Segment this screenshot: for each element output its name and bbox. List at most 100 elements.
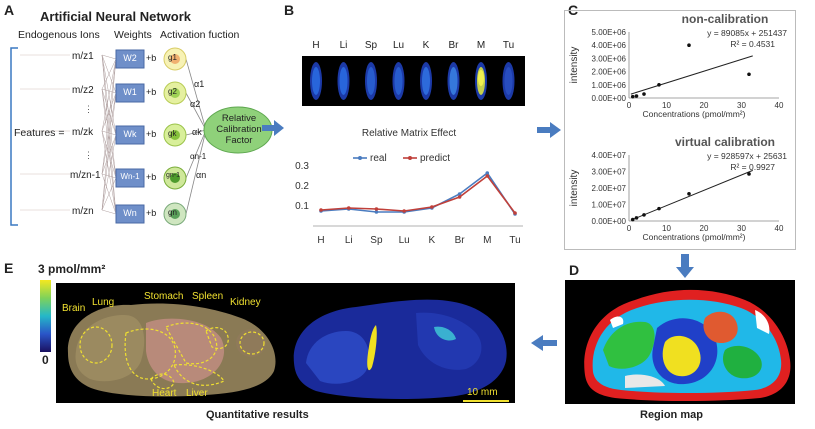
weight-label-5: Wn (123, 208, 137, 218)
weight-label-3: Wk (123, 129, 137, 139)
alpha-label-4: αn-1 (190, 152, 207, 161)
colorbar (40, 280, 51, 352)
msi-blob-core (504, 67, 513, 95)
connection-line (101, 209, 117, 215)
msi-blob-core (449, 67, 458, 95)
x-tick-label: 30 (737, 224, 746, 233)
scatter-point (747, 72, 751, 77)
trend-equation: y = 928597x + 25631 (707, 151, 787, 161)
y-tick-label: 3.00E+07 (592, 168, 627, 177)
connection-line (101, 58, 117, 90)
output-line (185, 129, 207, 136)
organ-label-heart: Heart (152, 388, 177, 399)
panel-a-letter: A (4, 2, 15, 18)
weight-box-5 (115, 204, 145, 224)
organ-label-kidney: Kidney (230, 297, 261, 308)
msi-tissue-images (310, 62, 515, 100)
weight-label-4: Wn-1 (120, 172, 140, 181)
x-tick-label: Li (345, 235, 353, 246)
x-tick-label: 10 (662, 101, 671, 110)
col-header-activation: Activation fuction (160, 29, 240, 41)
series-point (430, 205, 434, 209)
y-axis-label: intensity (569, 170, 580, 207)
x-tick-label: Sp (370, 235, 383, 246)
region-map-image (565, 280, 795, 404)
series-point (457, 195, 462, 199)
x-tick-label: 0 (627, 101, 632, 110)
input-label-4: m/zn-1 (70, 170, 101, 181)
panel-a-title: Artificial Neural Network (40, 9, 191, 24)
y-tick-label: 1.00E+07 (592, 201, 627, 210)
y-tick-label: 0.00E+00 (592, 217, 627, 226)
y-tick-label: 4.00E+06 (592, 41, 627, 50)
scatter-point (630, 217, 635, 222)
x-tick-label: H (317, 235, 324, 246)
organ-label-liver: Liver (186, 388, 208, 399)
msi-blob-core (394, 67, 403, 95)
x-tick-label: K (429, 235, 436, 246)
connection-line (101, 177, 117, 211)
tissue-label: H (312, 40, 320, 51)
connection-line (101, 58, 117, 175)
scatter-point (687, 191, 691, 196)
relative-matrix-effect-chart: Relative Matrix Effect 0.1 0.2 0.3 H Li Sp Lu K B… (295, 128, 523, 246)
activation-label-4: gn-1 (166, 172, 181, 179)
activation-label-2: g2 (168, 87, 177, 96)
alpha-label-5: αn (196, 170, 207, 180)
x-tick-label: Br (455, 235, 466, 246)
connection-line (101, 58, 117, 211)
output-line (185, 129, 207, 215)
alpha-label-2: α2 (190, 99, 201, 109)
activation-node-1 (163, 47, 187, 71)
weight-box-3 (115, 125, 145, 145)
scatter-point (634, 216, 639, 220)
panel-d-letter: D (569, 262, 580, 278)
scalebar-label: 10 mm (467, 387, 498, 398)
y-tick-label: 0.2 (295, 181, 309, 192)
activation-node-5 (163, 202, 187, 226)
alpha-label-3: αk (192, 127, 202, 137)
series-line-real (320, 171, 516, 215)
colorbar-min-label: 0 (42, 353, 49, 367)
r-squared: R² = 0.4531 (730, 39, 775, 49)
legend-marker (408, 156, 412, 160)
y-tick-label: 3.00E+06 (592, 54, 627, 63)
series-point (485, 171, 490, 175)
col-header-ions: Endogenous Ions (18, 29, 100, 41)
tissue-label: K (422, 40, 430, 51)
connection-line (101, 134, 117, 175)
output-line (185, 129, 207, 179)
connection-line (101, 92, 117, 132)
output-label: Relative Calibration Factor (216, 113, 262, 146)
panel-c-frame (564, 10, 796, 250)
tissue-label: M (476, 40, 486, 51)
bias-label-4: +b (146, 172, 157, 182)
y-tick-label: 0.3 (295, 161, 309, 172)
organ-label-stomach: Stomach (144, 291, 184, 302)
non-calibration-chart: non-calibration 0.00E+00 1.00E+06 2.00E+06 3… (569, 12, 787, 119)
connection-line (101, 134, 117, 211)
x-tick-label: 40 (775, 101, 784, 110)
arrow-right-icon-2 (537, 122, 561, 138)
series-point (485, 174, 490, 178)
alpha-label-1: α1 (194, 79, 205, 89)
tissue-section-quantitative (293, 299, 507, 399)
x-axis-label: Concentrations (pmol/mm²) (643, 109, 746, 119)
x-tick-label: 10 (662, 224, 671, 233)
trendline (630, 169, 753, 221)
y-tick-label: 2.00E+06 (592, 68, 627, 77)
input-label-1: m/z1 (72, 51, 94, 62)
y-axis-label: intensity (569, 47, 580, 84)
ellipsis-2: ⋮ (84, 150, 93, 160)
series-point (402, 209, 406, 213)
tissue-label: Sp (364, 40, 378, 51)
input-label-2: m/z2 (72, 85, 94, 96)
msi-blob-core (367, 67, 375, 95)
chart-title: virtual calibration (675, 135, 775, 149)
x-tick-label: M (483, 235, 491, 246)
region-map-caption: Region map (640, 409, 703, 421)
tissue-label: Lu (392, 40, 405, 51)
scatter-point (630, 94, 635, 99)
x-axis-label: Concentrations (pmol/mm²) (643, 232, 746, 242)
weight-label-2: W1 (123, 87, 137, 97)
